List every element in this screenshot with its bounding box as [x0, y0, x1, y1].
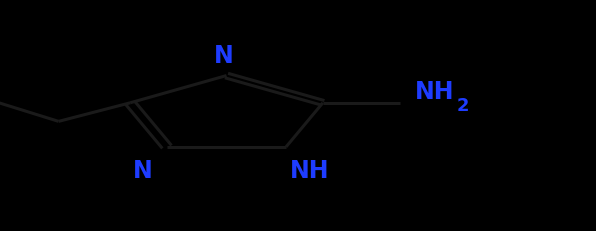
Text: N: N: [134, 158, 153, 182]
Text: 2: 2: [457, 97, 470, 115]
Text: NH: NH: [415, 80, 455, 104]
Text: NH: NH: [290, 158, 330, 182]
Text: N: N: [213, 43, 234, 67]
